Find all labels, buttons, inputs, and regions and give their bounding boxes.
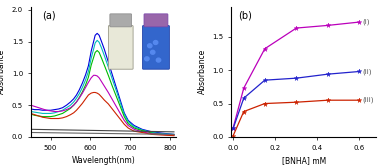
X-axis label: [BNHA] mM: [BNHA] mM — [281, 156, 326, 165]
Text: (ii): (ii) — [362, 68, 372, 75]
Text: (a): (a) — [42, 11, 56, 21]
Y-axis label: Absorbance: Absorbance — [198, 49, 207, 94]
Text: (iii): (iii) — [362, 97, 374, 103]
Text: (i): (i) — [362, 19, 370, 25]
Y-axis label: Absorbance: Absorbance — [0, 49, 6, 94]
Text: (b): (b) — [238, 11, 252, 21]
X-axis label: Wavelength(nm): Wavelength(nm) — [71, 156, 135, 165]
